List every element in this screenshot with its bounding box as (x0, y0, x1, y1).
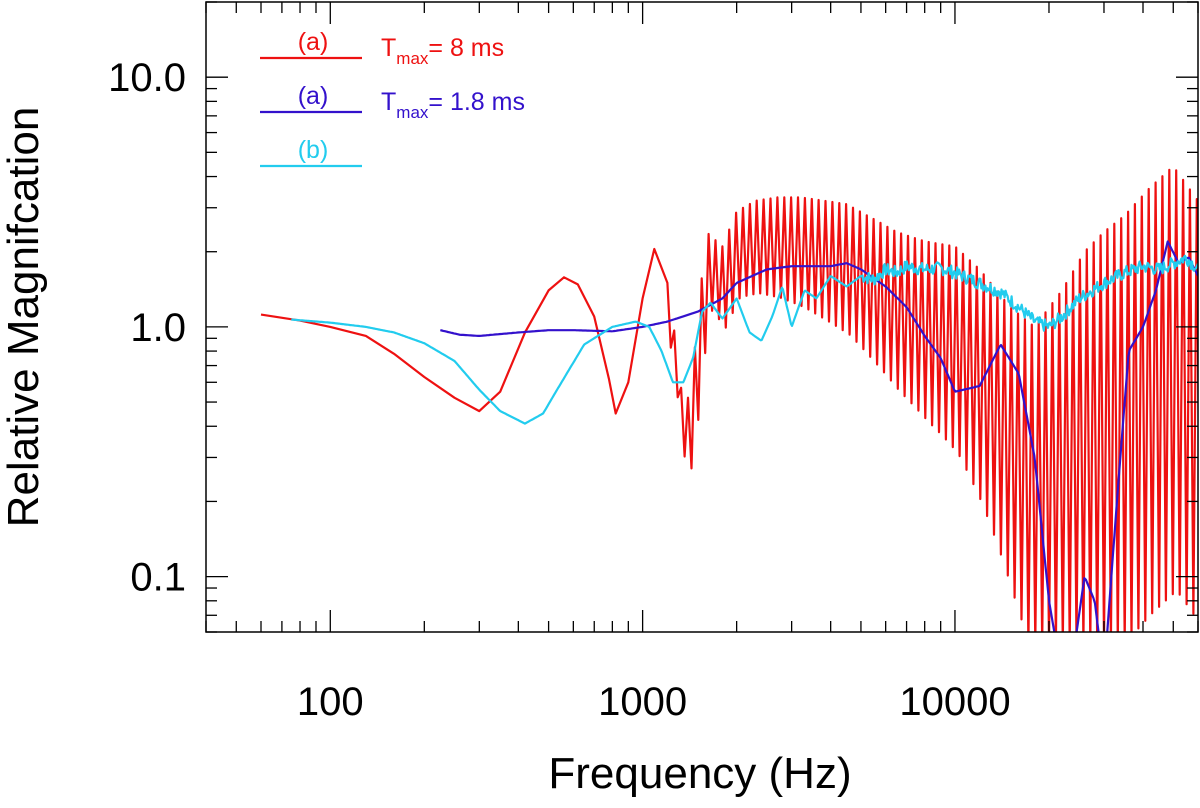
x-tick-label: 1000 (598, 680, 687, 724)
series-line-2 (291, 254, 1198, 425)
legend-label-1: Tmax= 1.8 ms (381, 88, 525, 122)
series-line-0 (260, 168, 1198, 632)
tick-layer: 100 1000 10000 0.1 1.0 10.0 (108, 1, 1199, 724)
x-axis-title: Frequency (Hz) (548, 749, 851, 798)
plot-frame (205, 1, 1199, 633)
legend-label-0: Tmax= 8 ms (381, 34, 504, 68)
y-tick-label: 10.0 (108, 56, 186, 100)
y-axis-title: Relative Magnifcation (0, 107, 48, 528)
legend-tag-1: (a) (298, 82, 329, 110)
legend: (a) Tmax= 8 ms (a) Tmax= 1.8 ms (b) (260, 28, 525, 168)
y-tick-label: 1.0 (130, 306, 186, 350)
y-tick-label: 0.1 (130, 556, 186, 600)
x-tick-label: 10000 (899, 680, 1010, 724)
series-line-1 (440, 240, 1198, 632)
series-layer (260, 168, 1198, 632)
legend-tag-2: (b) (298, 136, 329, 164)
x-tick-label: 100 (297, 680, 364, 724)
legend-tag-0: (a) (298, 28, 329, 56)
